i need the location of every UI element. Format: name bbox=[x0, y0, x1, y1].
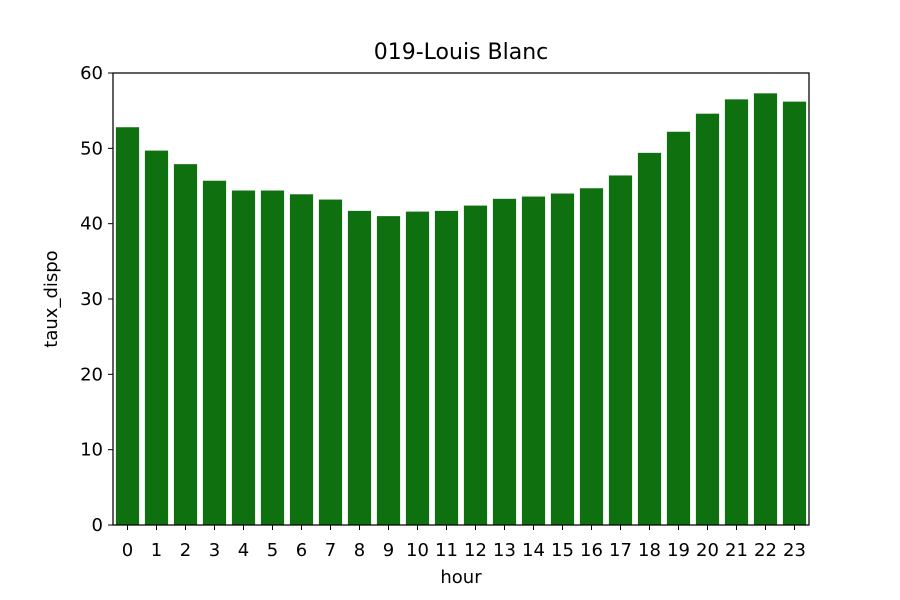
x-tick-label: 14 bbox=[522, 540, 545, 561]
x-tick-label: 5 bbox=[267, 540, 278, 561]
y-tick-label: 30 bbox=[80, 289, 103, 310]
x-tick-label: 21 bbox=[725, 540, 748, 561]
x-tick-label: 7 bbox=[325, 540, 336, 561]
x-tick-label: 19 bbox=[667, 540, 690, 561]
x-tick-label: 6 bbox=[296, 540, 307, 561]
x-tick-label: 9 bbox=[383, 540, 394, 561]
y-tick-label: 20 bbox=[80, 364, 103, 385]
y-axis-title: taux_dispo bbox=[41, 250, 62, 347]
chart-title: 019-Louis Blanc bbox=[374, 40, 549, 65]
bar-hour-16 bbox=[579, 188, 604, 525]
y-tick-label: 50 bbox=[80, 138, 103, 159]
x-axis-title: hour bbox=[440, 567, 482, 588]
y-tick-label: 0 bbox=[92, 515, 103, 536]
x-tick-label: 22 bbox=[754, 540, 777, 561]
bars-group bbox=[115, 93, 807, 526]
bar-hour-11 bbox=[434, 210, 459, 526]
bar-hour-4 bbox=[231, 190, 256, 525]
bar-hour-7 bbox=[318, 199, 343, 525]
bar-hour-6 bbox=[289, 194, 314, 526]
y-tick-label: 40 bbox=[80, 214, 103, 235]
bar-hour-18 bbox=[637, 152, 662, 525]
x-axis: 0 1 2 3 4 5 6 7 8 9 10 11 12 13 14 15 16 17 18 19 20 21 22 23 bbox=[122, 525, 806, 561]
bar-hour-21 bbox=[724, 99, 749, 526]
x-tick-label: 12 bbox=[464, 540, 487, 561]
bar-hour-3 bbox=[202, 180, 227, 526]
x-tick-label: 4 bbox=[238, 540, 249, 561]
bar-hour-20 bbox=[695, 113, 720, 526]
y-axis: 0 10 20 30 40 50 60 bbox=[80, 63, 113, 536]
bar-hour-8 bbox=[347, 210, 372, 526]
x-tick-label: 20 bbox=[696, 540, 719, 561]
x-tick-label: 23 bbox=[783, 540, 806, 561]
x-tick-label: 16 bbox=[580, 540, 603, 561]
bar-hour-2 bbox=[173, 164, 198, 525]
bar-hour-15 bbox=[550, 193, 575, 525]
bar-hour-5 bbox=[260, 190, 285, 525]
bar-hour-19 bbox=[666, 131, 691, 525]
bar-hour-23 bbox=[782, 101, 807, 525]
bar-hour-9 bbox=[376, 216, 401, 525]
x-tick-label: 17 bbox=[609, 540, 632, 561]
x-tick-label: 2 bbox=[180, 540, 191, 561]
y-tick-label: 10 bbox=[80, 440, 103, 461]
bar-hour-22 bbox=[753, 93, 778, 525]
x-tick-label: 18 bbox=[638, 540, 661, 561]
y-tick-label: 60 bbox=[80, 63, 103, 84]
x-tick-label: 1 bbox=[151, 540, 162, 561]
x-tick-label: 0 bbox=[122, 540, 133, 561]
bar-hour-12 bbox=[463, 205, 488, 525]
x-tick-label: 8 bbox=[354, 540, 365, 561]
x-tick-label: 11 bbox=[435, 540, 458, 561]
x-tick-label: 13 bbox=[493, 540, 516, 561]
bar-hour-1 bbox=[144, 150, 169, 525]
bar-hour-10 bbox=[405, 211, 430, 526]
bar-hour-0 bbox=[115, 127, 140, 526]
bar-hour-14 bbox=[521, 196, 546, 526]
x-tick-label: 3 bbox=[209, 540, 220, 561]
x-tick-label: 10 bbox=[406, 540, 429, 561]
bar-hour-13 bbox=[492, 198, 517, 525]
x-tick-label: 15 bbox=[551, 540, 574, 561]
bar-hour-17 bbox=[608, 175, 633, 525]
